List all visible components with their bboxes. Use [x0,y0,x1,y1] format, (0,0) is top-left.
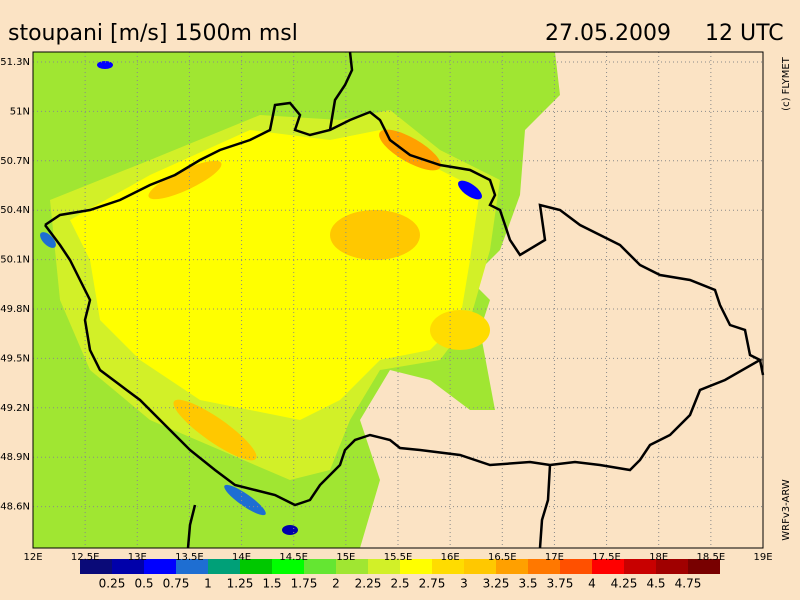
lon-label: 13E [128,552,147,563]
lat-label: 51N [10,106,30,117]
colorbar-label: 1 [204,577,212,591]
map-title: stoupani [m/s] 1500m msl [8,21,298,46]
colorbar-swatch [144,559,176,574]
colorbar-swatch [208,559,240,574]
lat-label: 51.3N [0,57,30,68]
field-yellow [70,130,480,420]
lon-label: 18.5E [697,552,726,563]
field-blue [97,61,113,69]
colorbar-label: 3.75 [547,577,574,591]
colorbar-swatch [112,559,144,574]
model-label: WRFv3-ARW [781,479,792,541]
colorbar-label: 0.5 [134,577,153,591]
colorbar-label: 2.5 [390,577,409,591]
lon-label: 12.5E [71,552,100,563]
colorbar-label: 4.25 [611,577,638,591]
field-blue [40,232,56,248]
colorbar-label: 1.25 [227,577,254,591]
colorbar-swatch [304,559,336,574]
colorbar-swatch [528,559,560,574]
lon-label: 17E [545,552,564,563]
colorbar-swatch [464,559,496,574]
colorbar-label: 2.25 [355,577,382,591]
lat-label: 49.2N [0,403,30,414]
colorbar-swatch [624,559,656,574]
colorbar-swatch [656,559,688,574]
map-date: 27.05.2009 [545,21,671,46]
colorbar-swatch [240,559,272,574]
lon-label: 18E [649,552,668,563]
border-de-pl [328,51,354,131]
border-de-at [186,504,197,549]
colorbar-swatch [496,559,528,574]
lon-label: 12E [23,552,42,563]
colorbar-swatch [688,559,720,574]
colorbar-swatch [560,559,592,574]
colorbar-label: 1.75 [291,577,318,591]
colorbar-swatch [272,559,304,574]
lat-label: 50.4N [0,205,30,216]
field-blue [282,525,298,535]
colorbar-label: 3 [460,577,468,591]
colorbar-swatch [176,559,208,574]
field-orange [430,310,490,350]
colorbar-label: 3.5 [518,577,537,591]
colorbar: 0.25 0.5 0.75 1 1.25 1.5 1.75 2 2.25 2.5 2.75 3 3.25… [80,559,720,591]
lat-label: 49.5N [0,353,30,364]
lat-label: 48.6N [0,502,30,513]
lon-label: 16E [441,552,460,563]
lon-label: 15.5E [384,552,413,563]
colorbar-swatch [368,559,400,574]
colorbar-label: 2.75 [419,577,446,591]
lon-label: 19E [753,552,772,563]
field-blue [224,484,266,516]
lon-label: 17.5E [592,552,621,563]
lon-label: 14.5E [279,552,308,563]
colorbar-label: 0.75 [163,577,190,591]
border-at-sk [538,464,552,549]
lat-label: 49.8N [0,304,30,315]
map-frame [32,51,764,549]
colorbar-label: 2 [332,577,340,591]
map-time: 12 UTC [705,21,784,46]
colorbar-swatch [80,559,112,574]
colorbar-label: 4.5 [646,577,665,591]
lon-label: 15E [336,552,355,563]
colorbar-label: 1.5 [262,577,281,591]
colorbar-label: 4.75 [675,577,702,591]
lon-label: 14E [232,552,251,563]
field-blue [458,180,482,200]
field-orange [330,210,420,260]
field-orange [173,399,257,461]
colorbar-label: 4 [588,577,596,591]
lat-label: 50.1N [0,255,30,266]
colorbar-label: 0.25 [99,577,126,591]
colorbar-swatch [336,559,368,574]
grid [33,52,763,548]
lat-label: 50.7N [0,156,30,167]
colorbar-swatch [432,559,464,574]
lat-label: 48.9N [0,452,30,463]
colorbar-label: 3.25 [483,577,510,591]
copyright: (c) FLYMET [781,56,792,111]
colorbar-swatch [592,559,624,574]
border-cz [44,101,763,507]
colorbar-swatch [400,559,432,574]
lon-label: 16.5E [488,552,517,563]
field-orange [148,160,222,200]
lon-label: 13.5E [175,552,204,563]
